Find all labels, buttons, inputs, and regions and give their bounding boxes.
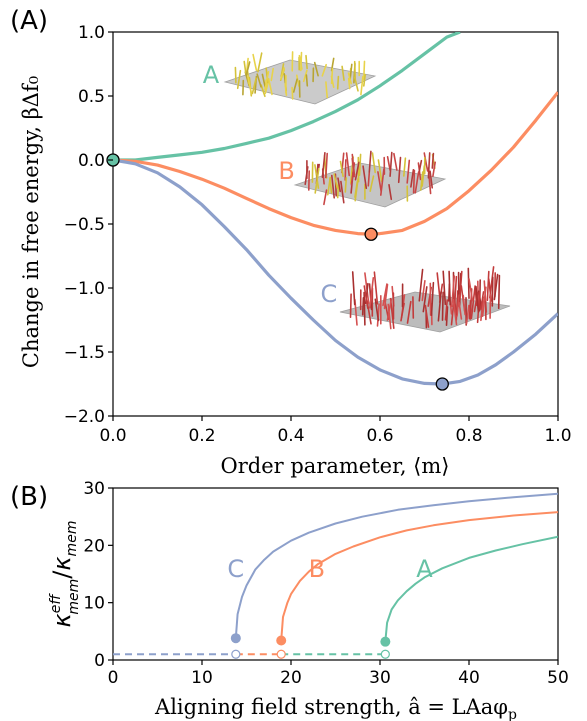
x-tick-label: 0.2 (188, 426, 215, 446)
x-tick-label: 0 (108, 668, 119, 688)
membrane-c-image (339, 266, 511, 333)
panel-a-annotations: A B C (203, 61, 338, 308)
panel-b-y-axis-label: κeff mem/κmem (48, 521, 82, 628)
curve-label-c: C (320, 280, 337, 308)
baseline-marker-b (276, 649, 286, 659)
baseline-marker-c (231, 649, 241, 659)
panel-b-y-ticks: 0 10 20 30 (83, 479, 113, 671)
marker-b (364, 227, 378, 241)
panel-a-x-axis-label: Order parameter, ⟨m⟩ (221, 454, 450, 478)
panel-b-x-ticks: 0 10 20 30 40 50 (108, 660, 569, 688)
membrane-a-image (223, 51, 377, 105)
y-tick-label: 10 (83, 594, 105, 614)
curve-a (113, 32, 461, 162)
panel-a-curves (113, 32, 558, 386)
panel-b: (B) 0 10 20 30 40 50 0 10 20 30 C B A Aligning fie… (10, 479, 569, 721)
panel-b-label: (B) (10, 482, 48, 512)
panel-b-curves (234, 492, 558, 642)
curve-c (113, 158, 558, 386)
membrane-illustrations (223, 51, 511, 333)
x-tick-label: 1.0 (544, 426, 571, 446)
curve-b (280, 511, 558, 641)
panel-a-x-ticks: 0.0 0.2 0.4 0.6 0.8 1.0 (99, 416, 572, 446)
y-tick-label: −2.0 (64, 407, 105, 427)
curve-b (113, 91, 558, 236)
panel-a: (A) 0.0 0.2 0.4 0.6 0.8 1.0 1.0 0.5 0.0 −0.5 −1.0… (10, 6, 572, 478)
y-tick-label: 0.0 (78, 151, 105, 171)
y-tick-label: 30 (83, 479, 105, 499)
marker-c (435, 377, 449, 391)
panel-a-y-ticks: 1.0 0.5 0.0 −0.5 −1.0 −1.5 −2.0 (64, 23, 113, 427)
y-tick-label: −0.5 (64, 215, 105, 235)
panel-b-x-axis-label: Aligning field strength, â = LAaφp (154, 695, 517, 721)
x-tick-label: 20 (280, 668, 302, 688)
curve-label-a: A (416, 555, 433, 583)
y-tick-label: 1.0 (78, 23, 105, 43)
panel-b-axes-frame (112, 487, 559, 661)
y-tick-label: −1.5 (64, 343, 105, 363)
curve-c (234, 492, 558, 639)
x-tick-label: 0.6 (366, 426, 393, 446)
y-tick-label: 20 (83, 536, 105, 556)
x-tick-label: 0.4 (277, 426, 304, 446)
panel-a-label: (A) (10, 6, 48, 36)
onset-marker-a (380, 636, 391, 647)
baseline-marker-a (380, 649, 390, 659)
panel-b-markers (230, 633, 391, 659)
x-tick-label: 0.8 (455, 426, 482, 446)
x-tick-label: 50 (547, 668, 569, 688)
curve-a (384, 535, 558, 642)
x-tick-label: 30 (369, 668, 391, 688)
x-tick-label: 10 (191, 668, 213, 688)
y-tick-label: −1.0 (64, 279, 105, 299)
y-tick-label: 0.5 (78, 87, 105, 107)
panel-a-markers (106, 153, 449, 391)
x-tick-label: 0.0 (99, 426, 126, 446)
y-tick-label: 0 (94, 651, 105, 671)
curve-label-c: C (227, 555, 244, 583)
onset-marker-c (230, 633, 241, 644)
curve-label-b: B (309, 555, 325, 583)
x-tick-label: 40 (458, 668, 480, 688)
onset-marker-b (276, 635, 287, 646)
panel-a-y-axis-label: Change in free energy, βΔf₀ (19, 76, 43, 368)
membrane-b-image (293, 150, 447, 208)
curve-label-a: A (203, 61, 220, 89)
curve-label-b: B (278, 157, 294, 185)
